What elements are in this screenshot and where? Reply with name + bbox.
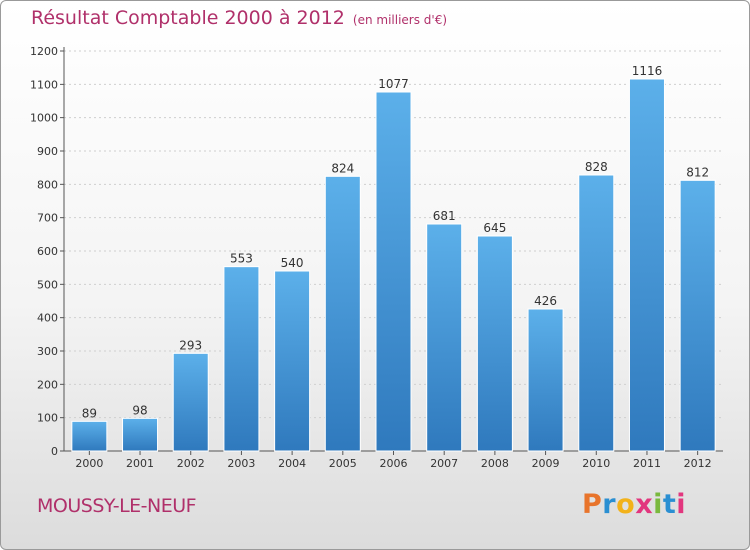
x-tick-label-2009: 2009 bbox=[532, 457, 560, 470]
y-tick-label: 1200 bbox=[30, 45, 58, 58]
y-tick-label: 600 bbox=[37, 245, 58, 258]
bar-2000 bbox=[71, 420, 108, 452]
x-tick-label-2006: 2006 bbox=[380, 457, 408, 470]
chart-title: Résultat Comptable 2000 à 2012 bbox=[31, 7, 345, 29]
logo-letter: x bbox=[635, 489, 654, 520]
bar-2002 bbox=[172, 352, 209, 452]
bar-2008 bbox=[476, 235, 513, 452]
bar-2003 bbox=[223, 266, 260, 452]
data-label-2002: 293 bbox=[179, 338, 202, 352]
logo-letter: i bbox=[653, 489, 663, 520]
x-tick-label-2005: 2005 bbox=[329, 457, 357, 470]
y-tick-label: 100 bbox=[37, 412, 58, 425]
data-label-2010: 828 bbox=[585, 160, 608, 174]
data-label-2003: 553 bbox=[230, 252, 253, 266]
bar-2009 bbox=[527, 308, 564, 452]
data-label-2004: 540 bbox=[281, 256, 304, 270]
x-tick-label-2000: 2000 bbox=[75, 457, 103, 470]
x-tick-label-2012: 2012 bbox=[684, 457, 712, 470]
proxiti-logo: Proxiti bbox=[582, 489, 686, 520]
data-label-2012: 812 bbox=[686, 165, 709, 179]
bar-2005 bbox=[324, 175, 361, 452]
data-label-2001: 98 bbox=[132, 403, 147, 417]
y-tick-label: 1100 bbox=[30, 78, 58, 91]
bar-2004 bbox=[274, 270, 311, 452]
x-tick-label-2010: 2010 bbox=[582, 457, 610, 470]
commune-name: MOUSSY-LE-NEUF bbox=[37, 495, 197, 517]
data-label-2011: 1116 bbox=[632, 64, 663, 78]
bar-2007 bbox=[426, 223, 463, 452]
bar-2001 bbox=[122, 417, 159, 452]
y-tick-label: 0 bbox=[51, 445, 58, 458]
x-tick-label-2002: 2002 bbox=[177, 457, 205, 470]
y-tick-label: 1000 bbox=[30, 112, 58, 125]
x-tick-label-2001: 2001 bbox=[126, 457, 154, 470]
logo-letter: P bbox=[582, 489, 603, 520]
data-label-2000: 89 bbox=[82, 406, 97, 420]
y-tick-label: 700 bbox=[37, 212, 58, 225]
x-tick-label-2007: 2007 bbox=[430, 457, 458, 470]
data-label-2009: 426 bbox=[534, 294, 557, 308]
logo-letter: r bbox=[602, 489, 617, 520]
chart-title-block: Résultat Comptable 2000 à 2012 (en millie… bbox=[31, 7, 447, 29]
bar-2006 bbox=[375, 91, 412, 452]
data-label-2006: 1077 bbox=[378, 77, 409, 91]
y-tick-label: 800 bbox=[37, 178, 58, 191]
x-tick-label-2011: 2011 bbox=[633, 457, 661, 470]
chart-unit-note: (en milliers d'€) bbox=[352, 13, 448, 27]
bar-2012 bbox=[679, 179, 716, 452]
data-label-2007: 681 bbox=[433, 209, 456, 223]
logo-letter: o bbox=[616, 489, 636, 520]
y-tick-label: 300 bbox=[37, 345, 58, 358]
y-tick-label: 500 bbox=[37, 278, 58, 291]
bar-2010 bbox=[578, 174, 615, 452]
x-tick-label-2008: 2008 bbox=[481, 457, 509, 470]
bar-2011 bbox=[628, 78, 665, 452]
y-tick-label: 400 bbox=[37, 312, 58, 325]
x-tick-label-2003: 2003 bbox=[227, 457, 255, 470]
data-label-2005: 824 bbox=[331, 161, 354, 175]
logo-letter: t bbox=[662, 489, 677, 520]
x-tick-label-2004: 2004 bbox=[278, 457, 306, 470]
y-tick-label: 900 bbox=[37, 145, 58, 158]
data-label-2008: 645 bbox=[483, 221, 506, 235]
y-tick-label: 200 bbox=[37, 378, 58, 391]
logo-letter: i bbox=[676, 489, 687, 520]
